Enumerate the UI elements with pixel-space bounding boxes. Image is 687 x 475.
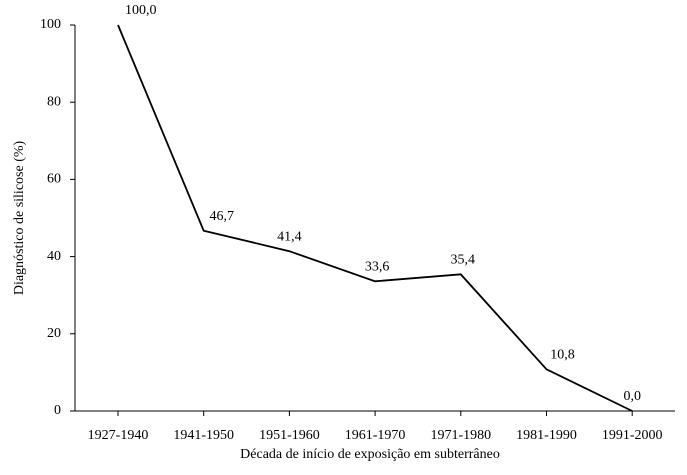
x-tick-label: 1961-1970	[345, 428, 406, 443]
x-tick-label: 1971-1980	[430, 428, 491, 443]
y-axis-label: Diagnóstico de silicose (%)	[12, 140, 27, 295]
y-tick-label: 0	[54, 403, 61, 418]
x-tick-label: 1927-1940	[88, 428, 149, 443]
y-tick-label: 100	[40, 17, 61, 32]
x-tick-label: 1981-1990	[516, 428, 577, 443]
value-label: 10,8	[550, 348, 575, 363]
x-tick-label: 1941-1950	[173, 428, 234, 443]
y-tick-label: 20	[47, 326, 61, 341]
value-label: 46,7	[209, 209, 234, 224]
value-label: 35,4	[451, 253, 476, 268]
value-label: 33,6	[365, 260, 390, 275]
line	[117, 24, 633, 412]
x-tick-label: 1991-2000	[602, 428, 663, 443]
y-tick-label: 40	[47, 249, 61, 264]
y-tick-label: 60	[47, 172, 61, 187]
x-tick-label: 1951-1960	[259, 428, 320, 443]
x-axis-label: Década de início de exposição em subterr…	[240, 447, 500, 462]
value-label: 0,0	[623, 389, 641, 404]
value-label: 41,4	[277, 229, 302, 244]
y-tick-label: 80	[47, 94, 61, 109]
value-label: 100,0	[125, 3, 157, 18]
